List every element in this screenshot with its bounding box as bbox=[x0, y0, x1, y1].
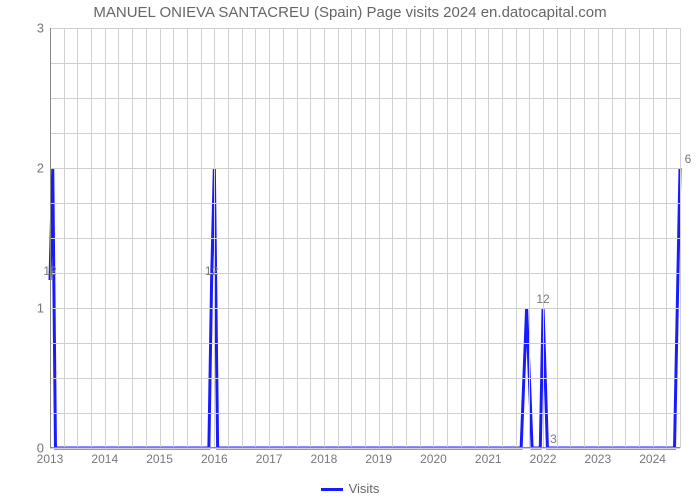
gridline-v bbox=[160, 28, 161, 448]
x-tick-label: 2015 bbox=[146, 452, 173, 466]
gridline-v bbox=[653, 28, 654, 448]
legend: Visits bbox=[0, 481, 700, 496]
gridline-v-minor bbox=[132, 28, 133, 448]
gridline-v-minor bbox=[77, 28, 78, 448]
x-tick-label: 2024 bbox=[639, 452, 666, 466]
gridline-v-minor bbox=[666, 28, 667, 448]
x-tick-label: 2020 bbox=[420, 452, 447, 466]
gridline-v bbox=[105, 28, 106, 448]
gridline-v-minor bbox=[146, 28, 147, 448]
gridline-h bbox=[50, 448, 680, 449]
data-point-label: 12 bbox=[43, 264, 56, 278]
gridline-v bbox=[543, 28, 544, 448]
x-tick-label: 2014 bbox=[91, 452, 118, 466]
legend-label: Visits bbox=[349, 481, 380, 496]
gridline-v-minor bbox=[557, 28, 558, 448]
y-tick-label: 1 bbox=[37, 301, 44, 316]
gridline-v bbox=[433, 28, 434, 448]
data-point-label: 12 bbox=[205, 264, 218, 278]
legend-swatch bbox=[321, 488, 343, 491]
x-tick-label: 2023 bbox=[584, 452, 611, 466]
gridline-v bbox=[214, 28, 215, 448]
gridline-v-minor bbox=[283, 28, 284, 448]
gridline-v-minor bbox=[201, 28, 202, 448]
x-tick-label: 2016 bbox=[201, 452, 228, 466]
gridline-v-minor bbox=[625, 28, 626, 448]
gridline-v-minor bbox=[91, 28, 92, 448]
gridline-v bbox=[598, 28, 599, 448]
gridline-v-minor bbox=[351, 28, 352, 448]
gridline-v-minor bbox=[420, 28, 421, 448]
gridline-v-minor bbox=[173, 28, 174, 448]
gridline-v-minor bbox=[255, 28, 256, 448]
gridline-v-minor bbox=[447, 28, 448, 448]
gridline-v-minor bbox=[297, 28, 298, 448]
y-tick-label: 2 bbox=[37, 161, 44, 176]
gridline-v-minor bbox=[242, 28, 243, 448]
gridline-v-minor bbox=[406, 28, 407, 448]
data-point-label: 3 bbox=[550, 432, 557, 446]
data-point-label: 12 bbox=[536, 292, 549, 306]
gridline-v bbox=[269, 28, 270, 448]
x-tick-label: 2022 bbox=[530, 452, 557, 466]
gridline-v-minor bbox=[639, 28, 640, 448]
gridline-v-minor bbox=[584, 28, 585, 448]
gridline-v-minor bbox=[570, 28, 571, 448]
x-tick-label: 2021 bbox=[475, 452, 502, 466]
x-tick-label: 2013 bbox=[37, 452, 64, 466]
gridline-v bbox=[379, 28, 380, 448]
gridline-v-minor bbox=[310, 28, 311, 448]
x-tick-label: 2018 bbox=[311, 452, 338, 466]
gridline-v-minor bbox=[64, 28, 65, 448]
gridline-v-minor bbox=[365, 28, 366, 448]
data-point-label: 6 bbox=[685, 152, 692, 166]
chart-title: MANUEL ONIEVA SANTACREU (Spain) Page vis… bbox=[0, 4, 700, 21]
gridline-v-minor bbox=[529, 28, 530, 448]
gridline-v-minor bbox=[516, 28, 517, 448]
y-tick-label: 3 bbox=[37, 21, 44, 36]
gridline-v-minor bbox=[680, 28, 681, 448]
gridline-v-minor bbox=[475, 28, 476, 448]
gridline-v-minor bbox=[612, 28, 613, 448]
y-axis-line bbox=[50, 28, 51, 448]
gridline-v bbox=[488, 28, 489, 448]
gridline-v-minor bbox=[461, 28, 462, 448]
gridline-v-minor bbox=[228, 28, 229, 448]
gridline-v bbox=[324, 28, 325, 448]
gridline-v-minor bbox=[338, 28, 339, 448]
chart-plot-area: 0123201320142015201620172018201920202021… bbox=[50, 28, 680, 448]
x-axis-line bbox=[50, 447, 680, 448]
gridline-v-minor bbox=[187, 28, 188, 448]
x-tick-label: 2019 bbox=[365, 452, 392, 466]
gridline-v-minor bbox=[392, 28, 393, 448]
gridline-v-minor bbox=[502, 28, 503, 448]
x-tick-label: 2017 bbox=[256, 452, 283, 466]
gridline-v-minor bbox=[118, 28, 119, 448]
